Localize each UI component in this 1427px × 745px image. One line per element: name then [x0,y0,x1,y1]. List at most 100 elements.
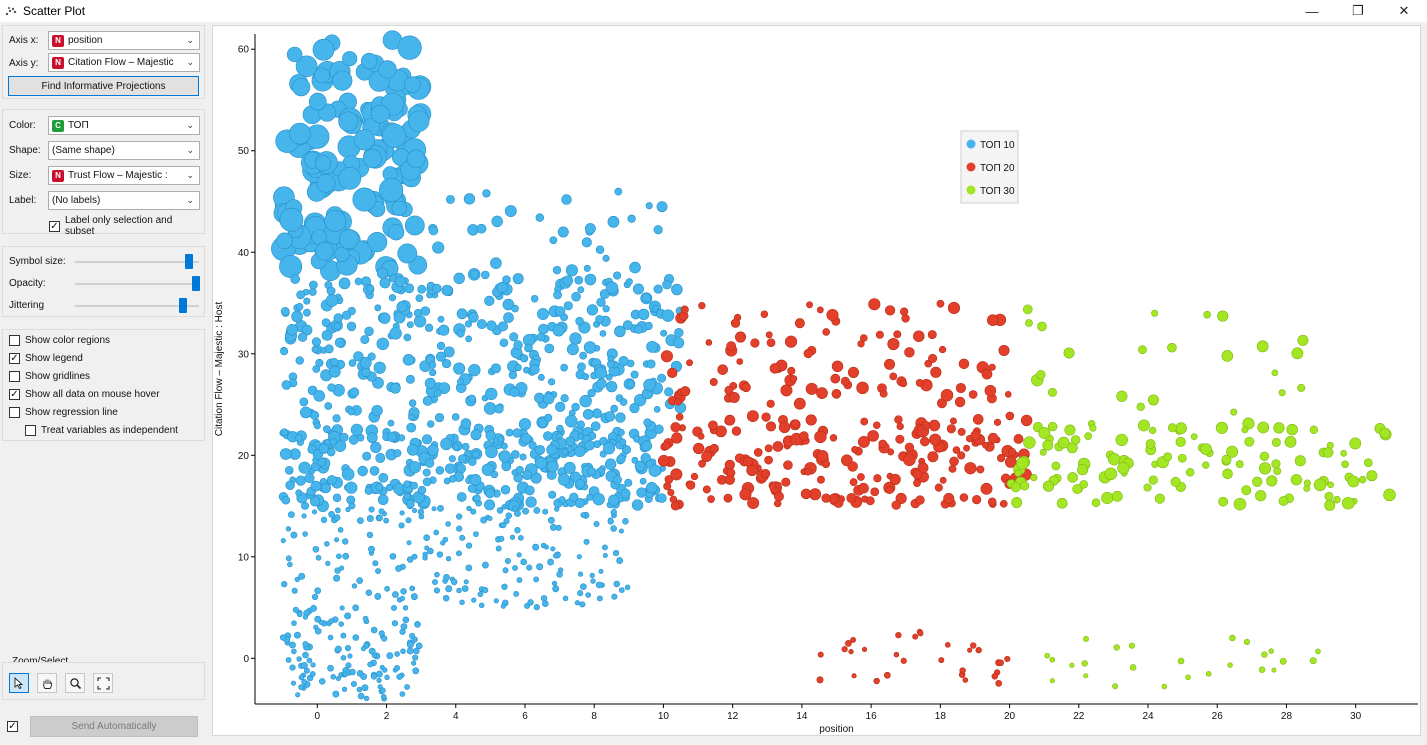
point-series-3[interactable] [1221,454,1232,465]
point-series-1[interactable] [638,308,650,321]
point-series-3[interactable] [1117,462,1130,475]
point-series-1[interactable] [356,686,363,693]
point-series-1[interactable] [280,538,286,544]
point-series-1[interactable] [408,414,415,421]
point-series-3[interactable] [1241,485,1252,496]
point-series-3[interactable] [1089,424,1097,432]
point-series-3[interactable] [1175,436,1186,448]
point-series-1[interactable] [424,323,434,332]
point-series-1[interactable] [442,594,450,602]
point-series-1[interactable] [402,354,415,366]
point-series-1[interactable] [481,586,489,594]
point-series-1[interactable] [648,464,662,477]
point-series-1[interactable] [405,499,415,509]
point-series-1[interactable] [386,652,394,660]
point-series-1[interactable] [577,433,585,440]
point-series-2[interactable] [669,495,678,504]
point-series-2[interactable] [967,647,973,653]
point-series-1[interactable] [651,304,659,312]
point-series-3[interactable] [1070,435,1081,445]
point-series-2[interactable] [954,396,966,408]
point-series-1[interactable] [296,611,303,618]
point-series-1[interactable] [470,429,482,441]
point-series-1[interactable] [432,283,442,294]
point-series-2[interactable] [899,379,908,388]
point-series-1[interactable] [610,509,617,516]
point-series-1[interactable] [301,513,307,519]
point-series-1[interactable] [429,368,437,377]
point-series-1[interactable] [286,46,303,63]
point-series-1[interactable] [412,508,418,514]
point-series-1[interactable] [513,340,523,350]
point-series-2[interactable] [938,657,945,664]
point-series-1[interactable] [361,367,371,378]
point-series-3[interactable] [1148,475,1158,485]
point-series-1[interactable] [356,577,364,584]
point-series-3[interactable] [1177,657,1185,665]
point-series-1[interactable] [583,538,590,545]
point-series-1[interactable] [378,312,391,324]
point-series-3[interactable] [1279,657,1287,665]
point-series-2[interactable] [663,482,672,491]
point-series-2[interactable] [999,499,1008,508]
point-series-1[interactable] [366,515,374,523]
point-series-1[interactable] [503,518,510,525]
point-series-1[interactable] [490,363,501,374]
point-series-1[interactable] [645,202,653,210]
point-series-3[interactable] [1010,482,1021,493]
point-series-1[interactable] [607,518,614,525]
point-series-1[interactable] [458,454,467,464]
point-series-2[interactable] [1020,414,1033,427]
point-series-2[interactable] [657,455,670,467]
point-series-1[interactable] [584,273,597,286]
point-series-2[interactable] [709,443,719,454]
point-series-1[interactable] [565,264,578,277]
point-series-1[interactable] [582,408,594,420]
opacity-handle[interactable] [192,276,200,291]
point-series-2[interactable] [878,439,888,449]
point-series-3[interactable] [1256,340,1269,353]
point-series-1[interactable] [543,431,553,441]
symbol-size-track[interactable] [75,261,199,263]
point-series-1[interactable] [538,323,549,335]
point-series-1[interactable] [527,599,534,606]
point-series-2[interactable] [972,495,982,505]
point-series-1[interactable] [427,547,434,555]
point-series-1[interactable] [558,496,566,504]
point-series-3[interactable] [1044,652,1050,659]
point-series-1[interactable] [626,380,635,389]
point-series-1[interactable] [377,494,389,505]
point-series-1[interactable] [643,378,656,392]
point-series-3[interactable] [1309,657,1317,665]
point-series-1[interactable] [353,129,376,151]
point-series-1[interactable] [428,361,437,369]
point-series-1[interactable] [435,351,447,362]
point-series-1[interactable] [605,373,613,381]
point-series-1[interactable] [534,392,545,404]
point-series-2[interactable] [765,421,777,432]
point-series-1[interactable] [513,591,520,597]
point-series-2[interactable] [893,651,900,658]
point-series-1[interactable] [604,458,617,470]
point-series-1[interactable] [563,461,576,474]
point-series-1[interactable] [533,604,540,611]
point-series-2[interactable] [962,677,969,683]
point-series-1[interactable] [599,330,607,337]
point-series-1[interactable] [308,287,317,296]
point-series-3[interactable] [1091,498,1101,508]
point-series-1[interactable] [291,620,297,626]
point-series-1[interactable] [411,553,418,560]
point-series-1[interactable] [456,329,465,338]
point-series-1[interactable] [376,514,383,521]
point-series-1[interactable] [317,457,327,467]
point-series-3[interactable] [1161,683,1168,690]
point-series-1[interactable] [388,224,405,241]
point-series-1[interactable] [289,641,296,649]
point-series-1[interactable] [367,661,374,668]
point-series-1[interactable] [543,544,549,550]
point-series-1[interactable] [593,521,600,528]
point-series-1[interactable] [602,254,610,262]
point-series-3[interactable] [1215,421,1228,434]
point-series-2[interactable] [805,382,818,395]
point-series-1[interactable] [485,387,498,401]
